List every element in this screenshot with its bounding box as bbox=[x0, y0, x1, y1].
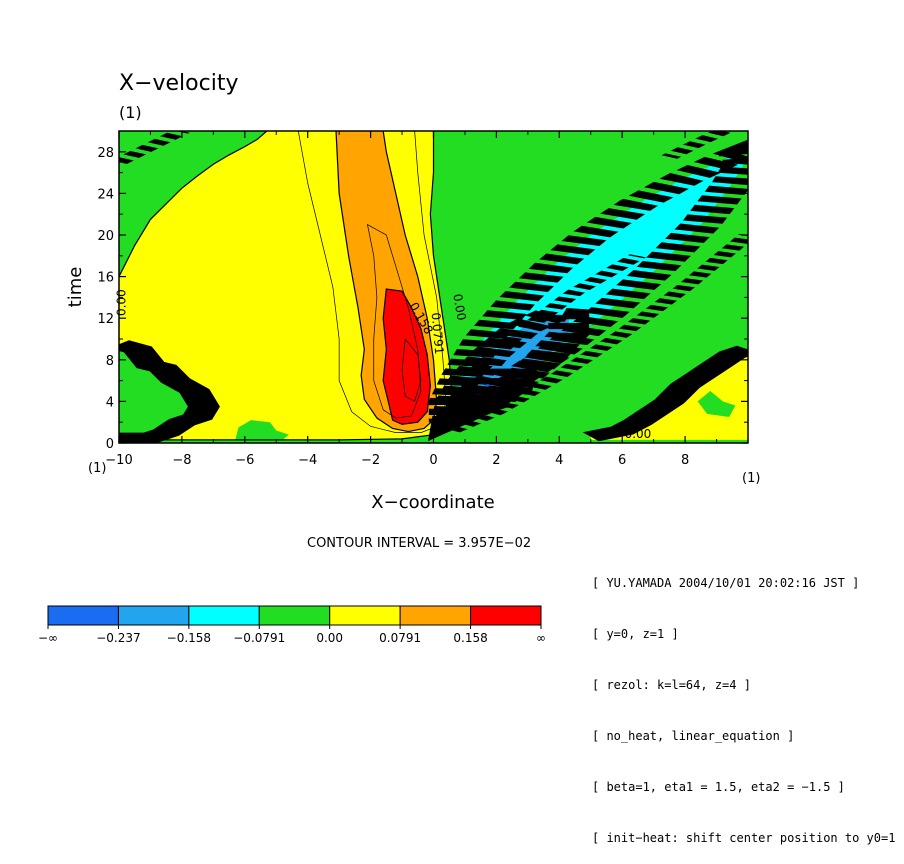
legend-swatch bbox=[470, 605, 542, 626]
x-tick-label: 4 bbox=[555, 453, 563, 468]
contour-line-negative-thin-3 bbox=[661, 131, 731, 159]
contour-line-thin-2 bbox=[367, 225, 420, 418]
y-axis-label: time bbox=[65, 267, 86, 308]
contour-label: 0.00 bbox=[625, 427, 652, 441]
x-tick-label: 0 bbox=[429, 453, 437, 468]
y-tick-label: 20 bbox=[97, 229, 114, 244]
x-tick-label: −10 bbox=[105, 453, 132, 468]
contour-line-thin-3 bbox=[402, 339, 421, 401]
legend-label: ∞ bbox=[536, 631, 546, 645]
contour-field bbox=[119, 131, 748, 443]
legend-label: 0.00 bbox=[316, 631, 343, 645]
x-tick-label: −8 bbox=[172, 453, 191, 468]
x-tick-label: −2 bbox=[361, 453, 380, 468]
legend-swatch bbox=[117, 605, 190, 626]
legend-swatch bbox=[329, 605, 401, 626]
x-tick-label: 8 bbox=[681, 453, 689, 468]
x-axis-unit: (1) bbox=[742, 471, 760, 486]
legend-label: −0.158 bbox=[167, 631, 211, 645]
contour-line-positive-high bbox=[383, 289, 430, 424]
contour-line-speckle-right bbox=[582, 345, 748, 442]
contour-line-thin-1 bbox=[298, 131, 446, 433]
field-speckle-right-green bbox=[697, 391, 736, 417]
x-tick-label: 2 bbox=[492, 453, 500, 468]
contour-line-positive-mid bbox=[336, 131, 437, 432]
run-info-block: [ YU.YAMADA 2004/10/01 20:02:16 JST ] [ … bbox=[592, 541, 904, 864]
contour-interval-text: CONTOUR INTERVAL = 3.957E−02 bbox=[307, 536, 531, 551]
legend-swatch bbox=[188, 605, 260, 626]
field-positive-high bbox=[383, 289, 431, 425]
legend-label: 0.0791 bbox=[379, 631, 421, 645]
legend-label: −0.237 bbox=[96, 631, 140, 645]
y-tick-label: 28 bbox=[97, 146, 114, 161]
legend-swatch bbox=[47, 605, 119, 626]
y-tick-label: 24 bbox=[97, 187, 114, 202]
info-line-resolution: [ rezol: k=l=64, z=4 ] bbox=[592, 678, 751, 692]
color-legend: −∞ −0.237 −0.158 −0.0791 0.00 0.0791 0.158 ∞ bbox=[38, 605, 546, 645]
contour-label: 0.00 bbox=[114, 289, 128, 316]
info-line-init-heat: [ init−heat: shift center position to y0… bbox=[592, 831, 904, 845]
y-axis-ticks: 0 4 8 12 16 20 24 28 bbox=[97, 146, 748, 452]
y-tick-label: 16 bbox=[97, 271, 114, 286]
y-tick-label: 8 bbox=[106, 354, 114, 369]
title-unit: (1) bbox=[119, 103, 142, 122]
legend-label: 0.158 bbox=[453, 631, 487, 645]
y-tick-label: 4 bbox=[106, 395, 114, 410]
info-line-parameters: [ beta=1, eta1 = 1.5, eta2 = −1.5 ] bbox=[592, 780, 845, 794]
contour-line-negative-low bbox=[428, 139, 748, 426]
legend-swatch bbox=[399, 605, 472, 626]
contour-line-zero-left bbox=[119, 131, 267, 277]
y-axis-unit: (1) bbox=[88, 461, 106, 476]
contour-label: 0.0791 bbox=[429, 312, 447, 355]
x-tick-label: −4 bbox=[298, 453, 317, 468]
x-tick-label: 6 bbox=[618, 453, 626, 468]
x-axis-ticks: −10 −8 −6 −4 −2 0 2 4 6 8 bbox=[105, 131, 718, 468]
contour-line-neg-corner bbox=[119, 131, 190, 164]
field-speckle-mid bbox=[235, 420, 289, 440]
info-line-author: [ YU.YAMADA 2004/10/01 20:02:16 JST ] bbox=[592, 576, 860, 590]
chart-canvas: X−velocity (1) bbox=[38, 71, 760, 645]
info-line-equation: [ no_heat, linear_equation ] bbox=[592, 729, 795, 743]
x-tick-label: −6 bbox=[235, 453, 254, 468]
info-line-position: [ y=0, z=1 ] bbox=[592, 627, 679, 641]
y-tick-label: 12 bbox=[97, 312, 114, 327]
legend-label: −∞ bbox=[38, 631, 58, 645]
contour-line-negative-high bbox=[439, 368, 538, 430]
contour-label: 0.00 bbox=[450, 293, 468, 322]
x-axis-label: X−coordinate bbox=[371, 492, 494, 513]
legend-label: −0.0791 bbox=[233, 631, 285, 645]
contour-line-speckle-left bbox=[119, 340, 220, 443]
contour-line-negative-thin-1 bbox=[444, 233, 748, 433]
y-tick-label: 0 bbox=[106, 437, 114, 452]
legend-swatch bbox=[258, 605, 331, 626]
chart-title: X−velocity bbox=[119, 71, 239, 96]
contour-line-negative-thin-2 bbox=[456, 254, 647, 384]
